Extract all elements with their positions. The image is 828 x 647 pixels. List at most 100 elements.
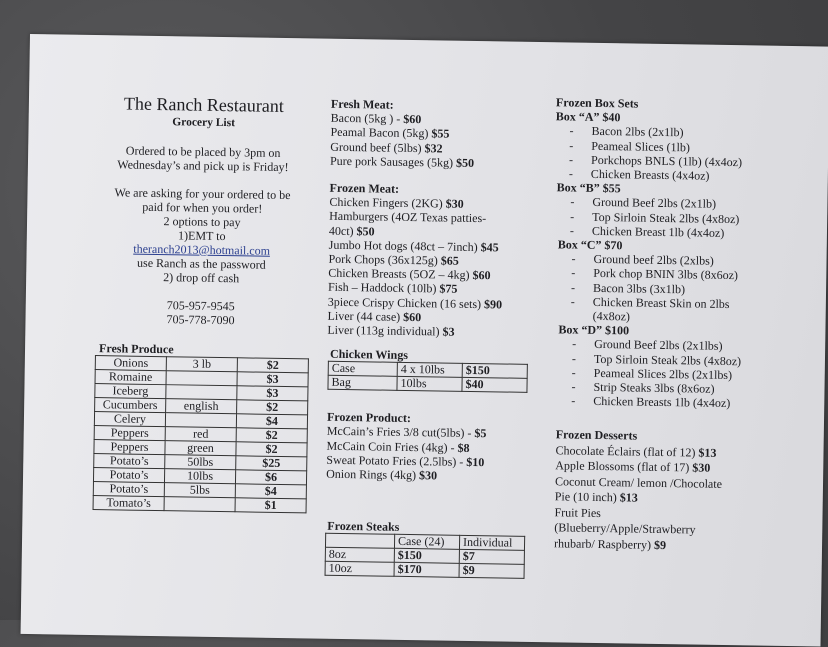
item-text: rhubarb/ Raspberry) [554, 536, 654, 552]
item-price: $9 [654, 537, 666, 551]
item-text: Coconut Cream/ lemon /Chocolate [555, 474, 722, 491]
item-text: Fish – Haddock (10lb) [328, 280, 440, 296]
item-price: $13 [698, 445, 716, 459]
frozen-meat-item: Liver (113g individual) $3 [327, 323, 502, 340]
table-cell: Onions [95, 356, 166, 371]
table-cell: Potato’s [94, 454, 165, 469]
item-text: Peamal Bacon (5kg) [330, 125, 431, 141]
table-cell: Bag [328, 375, 397, 390]
table-cell: 10lbs [397, 377, 462, 392]
item-price: $5 [474, 426, 486, 440]
table-cell: $4 [236, 414, 307, 429]
item-price: $60 [403, 310, 421, 324]
item-price: $50 [356, 224, 374, 238]
item-price: $30 [692, 460, 710, 474]
frozen-box-sets-section: Frozen Box Sets Box “A” $40-Bacon 2lbs (… [551, 95, 745, 410]
bullet-dash: - [571, 380, 593, 395]
table-cell: $170 [394, 563, 459, 578]
table-cell: 10lbs [164, 469, 235, 484]
item-text: 40ct) [329, 223, 357, 237]
bullet-dash: - [571, 280, 593, 295]
item-price: $90 [484, 297, 502, 311]
table-cell [166, 371, 237, 386]
item-text: Ground beef (5lbs) [330, 139, 425, 154]
bullet-dash: - [569, 152, 591, 167]
table-cell: Peppers [94, 440, 165, 455]
table-cell [164, 497, 235, 512]
item-text: Onion Rings (4kg) [326, 467, 419, 482]
table-cell: $2 [237, 400, 308, 415]
bullet-dash: - [569, 124, 591, 139]
table-cell: $2 [236, 442, 307, 457]
box-item: -Chicken Breasts 1lb (4x4oz) [551, 394, 740, 411]
item-price: $32 [424, 141, 442, 155]
frozen-desserts-section: Frozen Desserts Chocolate Éclairs (flat … [554, 427, 723, 554]
steaks-row: 10oz$170$9 [325, 562, 524, 579]
box-item-text: Bacon 3lbs (3x1lb) [593, 281, 685, 296]
item-text: Fruit Pies [554, 505, 601, 520]
table-cell [166, 385, 237, 400]
bullet-dash: - [570, 209, 592, 224]
item-price: $60 [403, 112, 421, 126]
table-cell: 50lbs [165, 455, 236, 470]
box-item-text: Bacon 2lbs (2x1lb) [591, 124, 683, 139]
bullet-dash: - [572, 337, 594, 352]
bullet-dash: - [571, 252, 593, 267]
table-cell: Romaine [95, 370, 166, 385]
table-cell: $3 [237, 386, 308, 401]
fresh-meat-item: Pure pork Sausages (5kg) $50 [330, 154, 505, 171]
item-text: Pie (10 inch) [555, 489, 620, 504]
dessert-item: rhubarb/ Raspberry) $9 [554, 536, 721, 554]
box-item-text: Peameal Slices (1lb) [591, 138, 690, 154]
item-price: $45 [481, 240, 499, 254]
item-price: $30 [446, 197, 464, 211]
box-item-text: (4x8oz) [593, 309, 631, 324]
table-cell: green [165, 441, 236, 456]
item-text: Bacon (5kg ) - [331, 111, 404, 126]
item-text: Liver (113g individual) [327, 323, 442, 339]
table-cell: red [165, 427, 236, 442]
table-cell: $2 [237, 358, 308, 373]
bullet-dash: - [569, 166, 591, 181]
produce-row: Tomato’s$1 [93, 496, 306, 513]
item-price: $65 [441, 254, 459, 268]
bullet-dash: - [571, 394, 593, 409]
table-cell: Celery [94, 412, 165, 427]
item-price: $75 [439, 282, 457, 296]
table-cell: 5lbs [164, 483, 235, 498]
table-cell: Tomato’s [93, 496, 164, 511]
item-text: Chicken Fingers (2KG) [329, 195, 446, 211]
bullet-dash: - [569, 138, 591, 153]
table-cell: english [166, 399, 237, 414]
item-price: $3 [442, 325, 454, 339]
item-price: $10 [466, 455, 484, 469]
box-item-text: Chicken Breasts (4x4oz) [591, 167, 710, 183]
table-cell: $4 [235, 484, 306, 499]
item-text: (Blueberry/Apple/Strawberry [554, 520, 695, 536]
item-text: Chocolate Éclairs (flat of 12) [555, 443, 698, 459]
item-price: $60 [472, 268, 490, 282]
table-cell: 3 lb [166, 357, 237, 372]
item-price: $8 [457, 440, 469, 454]
table-cell: 10oz [325, 562, 394, 577]
box-item-text: Chicken Breasts 1lb (4x4oz) [593, 394, 730, 410]
item-text: Pure pork Sausages (5kg) [330, 154, 456, 170]
table-cell: $6 [235, 470, 306, 485]
grocery-list-paper: The Ranch Restaurant Grocery List Ordere… [21, 34, 828, 646]
table-cell [165, 413, 236, 428]
item-price: $13 [620, 490, 638, 504]
table-cell: Potato’s [93, 468, 164, 483]
table-cell: $3 [237, 372, 308, 387]
bullet-dash: - [572, 365, 594, 380]
table-cell: $40 [462, 378, 527, 393]
item-text: Pork Chops (36x125g) [328, 252, 441, 268]
table-cell: Peppers [94, 426, 165, 441]
